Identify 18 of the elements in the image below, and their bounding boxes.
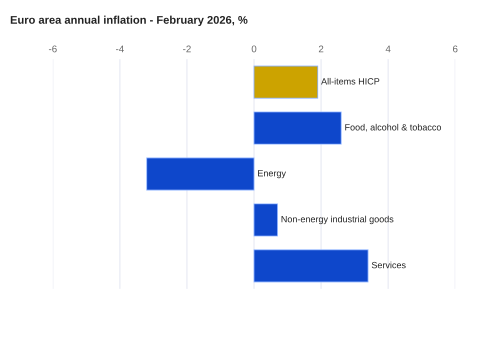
x-tick-label: 6: [453, 45, 458, 52]
x-tick-label: -4: [116, 46, 124, 52]
y-tick-label: All-items HICP: [321, 78, 380, 85]
y-tick-label: Energy: [258, 170, 286, 178]
x-tick-label: 4: [386, 46, 391, 52]
x-tick-label: 2: [318, 45, 324, 52]
bar: [254, 66, 318, 99]
chart-title: Euro area annual inflation - February 2026, %: [10, 16, 248, 26]
y-tick-label: Services: [372, 262, 406, 268]
bar: [254, 249, 368, 282]
bar: [254, 112, 342, 145]
y-tick-label: Food, alcohol & tobacco: [345, 124, 442, 132]
x-tick-label: -2: [183, 45, 191, 52]
y-tick-label: Non-energy industrial goods: [282, 216, 394, 224]
bar: [146, 158, 254, 190]
x-tick-label: 0: [252, 45, 256, 52]
bar: [254, 203, 278, 236]
x-tick-label: -6: [48, 45, 57, 52]
